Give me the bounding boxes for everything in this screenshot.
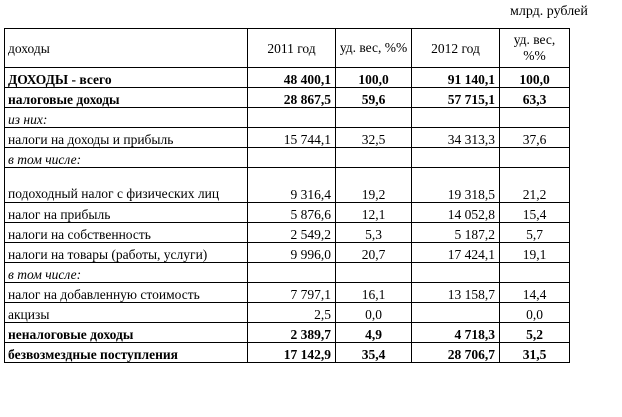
value-2012: 13 158,7 [411,282,500,303]
weight-2011: 32,5 [335,127,412,148]
weight-2011 [335,107,412,128]
value-2011: 15 744,1 [247,127,336,148]
weight-2012 [499,107,570,128]
value-2011: 5 876,6 [247,202,336,223]
table-row: налоги на товары (работы, услуги) 9 996,… [4,242,570,263]
weight-2012 [499,147,570,168]
table-row: безвозмездные поступления 17 142,9 35,4 … [4,342,570,363]
row-label: безвозмездные поступления [4,342,248,363]
table-row: налоги на собственность 2 549,2 5,3 5 18… [4,222,570,243]
weight-2012: 63,3 [499,87,570,108]
row-label: налог на добавленную стоимость [4,282,248,303]
row-label: подоходный налог с физических лиц [4,167,248,203]
header-weight-2012: уд. вес, %% [499,28,570,68]
value-2011: 9 996,0 [247,242,336,263]
weight-2012: 5,7 [499,222,570,243]
value-2012: 34 313,3 [411,127,500,148]
weight-2012: 19,1 [499,242,570,263]
table-row: подоходный налог с физических лиц 9 316,… [4,167,570,203]
weight-2012: 5,2 [499,322,570,343]
value-2011: 9 316,4 [247,167,336,203]
table-row: из них: [4,107,570,128]
unit-label: млрд. рублей [510,4,588,19]
value-2011: 2,5 [247,302,336,323]
value-2012: 14 052,8 [411,202,500,223]
header-2011: 2011 год [247,28,336,68]
table-row: налог на добавленную стоимость 7 797,1 1… [4,282,570,303]
weight-2012: 14,4 [499,282,570,303]
header-weight-2011: уд. вес, %% [335,28,412,68]
value-2011: 2 389,7 [247,322,336,343]
value-2012: 91 140,1 [411,67,500,88]
revenue-table: доходы 2011 год уд. вес, %% 2012 год уд.… [4,28,570,363]
weight-2012: 100,0 [499,67,570,88]
weight-2011: 35,4 [335,342,412,363]
value-2012 [411,262,500,283]
weight-2011 [335,262,412,283]
weight-2011: 5,3 [335,222,412,243]
value-2011 [247,107,336,128]
value-2012 [411,107,500,128]
table-row: налоговые доходы 28 867,5 59,6 57 715,1 … [4,87,570,108]
value-2012 [411,302,500,323]
value-2012: 19 318,5 [411,167,500,203]
value-2012: 28 706,7 [411,342,500,363]
table-row: неналоговые доходы 2 389,7 4,9 4 718,3 5… [4,322,570,343]
row-label: налоги на доходы и прибыль [4,127,248,148]
row-label: в том числе: [4,262,248,283]
weight-2011: 19,2 [335,167,412,203]
row-label: ДОХОДЫ - всего [4,67,248,88]
weight-2012: 37,6 [499,127,570,148]
value-2012: 5 187,2 [411,222,500,243]
value-2012: 4 718,3 [411,322,500,343]
weight-2012: 0,0 [499,302,570,323]
row-label: налог на прибыль [4,202,248,223]
value-2012: 17 424,1 [411,242,500,263]
value-2011: 28 867,5 [247,87,336,108]
table-row: акцизы 2,5 0,0 0,0 [4,302,570,323]
header-label: доходы [4,28,248,68]
weight-2011: 100,0 [335,67,412,88]
weight-2011: 12,1 [335,202,412,223]
weight-2012: 15,4 [499,202,570,223]
row-label: из них: [4,107,248,128]
value-2011: 7 797,1 [247,282,336,303]
table-header-row: доходы 2011 год уд. вес, %% 2012 год уд.… [4,28,570,68]
row-label: налоги на собственность [4,222,248,243]
table-row: налог на прибыль 5 876,6 12,1 14 052,8 1… [4,202,570,223]
weight-2011: 16,1 [335,282,412,303]
value-2012: 57 715,1 [411,87,500,108]
row-label: налоговые доходы [4,87,248,108]
value-2011: 2 549,2 [247,222,336,243]
value-2012 [411,147,500,168]
row-label: в том числе: [4,147,248,168]
value-2011 [247,147,336,168]
header-2012: 2012 год [411,28,500,68]
weight-2011: 59,6 [335,87,412,108]
row-label: налоги на товары (работы, услуги) [4,242,248,263]
row-label: акцизы [4,302,248,323]
value-2011 [247,262,336,283]
weight-2012: 21,2 [499,167,570,203]
weight-2012 [499,262,570,283]
table-row: в том числе: [4,147,570,168]
weight-2011 [335,147,412,168]
row-label: неналоговые доходы [4,322,248,343]
table-row: ДОХОДЫ - всего 48 400,1 100,0 91 140,1 1… [4,67,570,88]
weight-2011: 0,0 [335,302,412,323]
table-row: налоги на доходы и прибыль 15 744,1 32,5… [4,127,570,148]
value-2011: 48 400,1 [247,67,336,88]
weight-2011: 20,7 [335,242,412,263]
weight-2012: 31,5 [499,342,570,363]
value-2011: 17 142,9 [247,342,336,363]
table-row: в том числе: [4,262,570,283]
weight-2011: 4,9 [335,322,412,343]
